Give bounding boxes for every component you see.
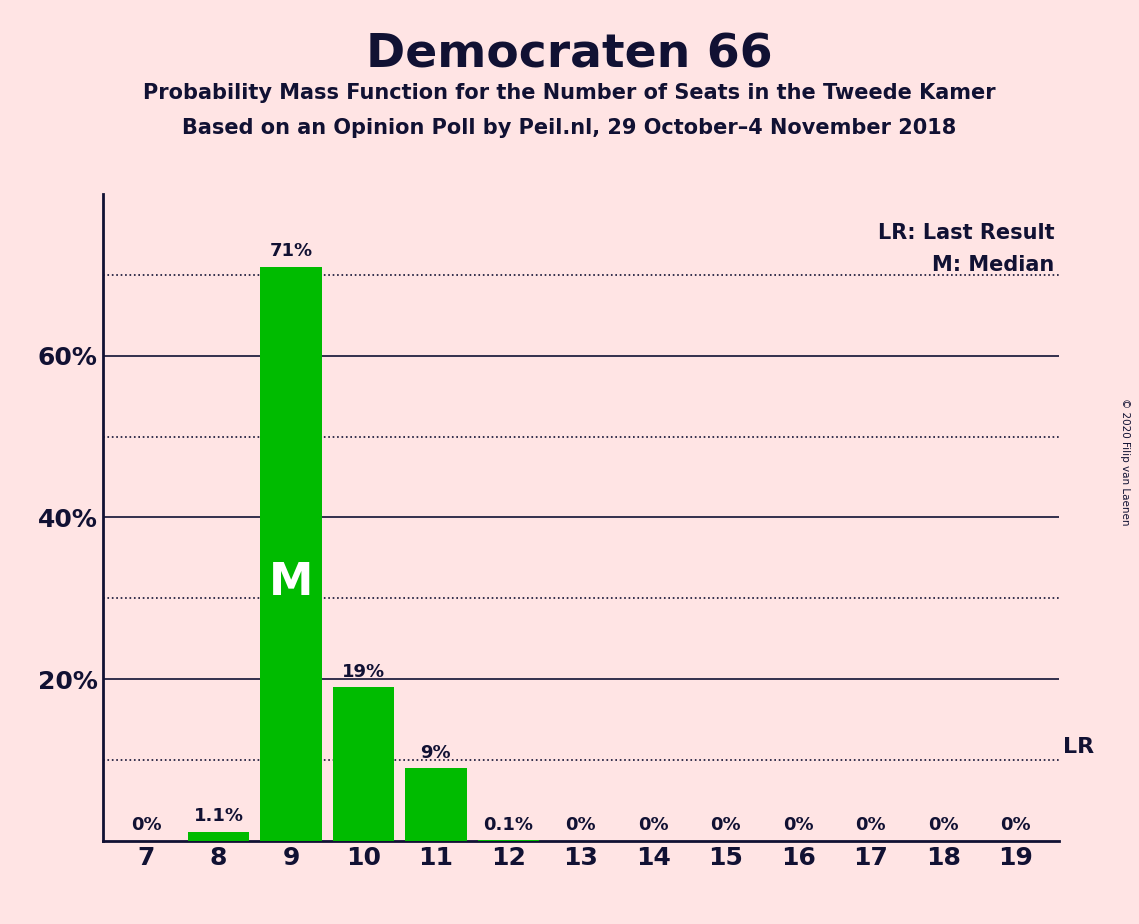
Bar [188, 832, 249, 841]
Text: LR: Last Result: LR: Last Result [878, 223, 1055, 243]
Bar [405, 768, 467, 841]
Text: 0%: 0% [855, 817, 886, 834]
Text: 1.1%: 1.1% [194, 808, 244, 825]
Text: 0%: 0% [711, 817, 741, 834]
Text: 0%: 0% [638, 817, 669, 834]
Text: 9%: 9% [420, 744, 451, 761]
Text: Probability Mass Function for the Number of Seats in the Tweede Kamer: Probability Mass Function for the Number… [144, 83, 995, 103]
Text: Democraten 66: Democraten 66 [366, 32, 773, 78]
Text: © 2020 Filip van Laenen: © 2020 Filip van Laenen [1120, 398, 1130, 526]
Text: 19%: 19% [342, 663, 385, 681]
Text: M: M [269, 561, 313, 604]
Text: 0%: 0% [1000, 817, 1031, 834]
Text: 0.1%: 0.1% [483, 816, 533, 833]
Bar [260, 267, 322, 841]
Text: 71%: 71% [270, 242, 312, 261]
Text: M: Median: M: Median [932, 255, 1055, 275]
Text: Based on an Opinion Poll by Peil.nl, 29 October–4 November 2018: Based on an Opinion Poll by Peil.nl, 29 … [182, 118, 957, 139]
Text: 0%: 0% [928, 817, 959, 834]
Bar [333, 687, 394, 841]
Text: 0%: 0% [782, 817, 813, 834]
Text: 0%: 0% [566, 817, 596, 834]
Text: LR: LR [1064, 737, 1095, 757]
Text: 0%: 0% [131, 817, 162, 834]
